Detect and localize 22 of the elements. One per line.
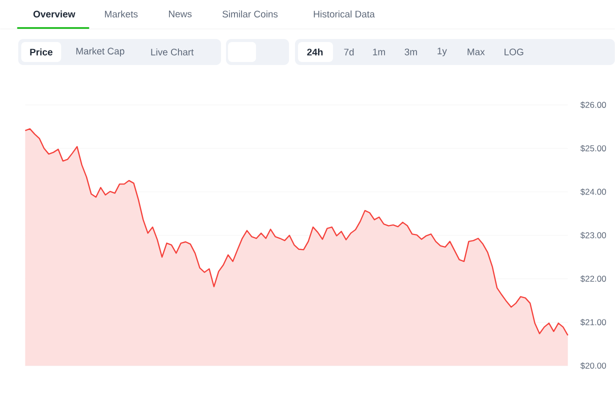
y-tick-label: $21.00 — [580, 318, 606, 326]
text: Market Cap — [76, 48, 124, 57]
text: 1m — [373, 48, 385, 56]
text: Live Chart — [151, 48, 194, 56]
text: Markets — [105, 10, 138, 18]
y-tick-label: $23.00 — [580, 232, 606, 239]
text: 3m — [404, 48, 417, 56]
text: Price — [30, 48, 52, 56]
text: Similar Coins — [222, 10, 278, 18]
y-tick-label: $22.00 — [580, 276, 606, 282]
text: News — [169, 10, 192, 18]
text: 7d — [344, 48, 354, 56]
y-tick-label: $24.00 — [580, 188, 606, 196]
y-tick-label: $26.00 — [580, 102, 606, 108]
y-tick-label: $20.00 — [580, 362, 606, 370]
y-tick-label: $25.00 — [580, 145, 606, 152]
text: Max — [468, 48, 485, 56]
text: Historical Data — [314, 10, 375, 18]
text: Overview — [33, 10, 76, 18]
text: LOG — [504, 48, 524, 56]
text: 1y — [438, 48, 447, 56]
text: 24h — [307, 48, 323, 56]
